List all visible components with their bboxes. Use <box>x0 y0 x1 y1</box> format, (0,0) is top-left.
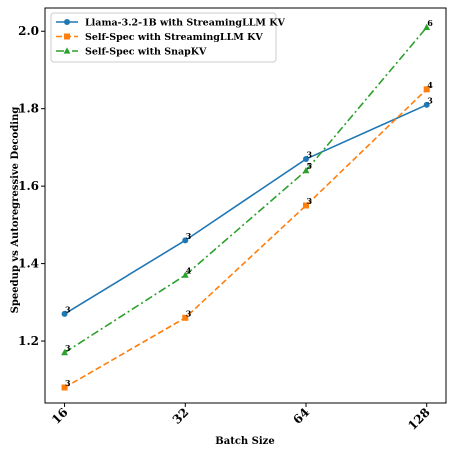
y-tick-label: 1.8 <box>18 102 39 116</box>
data-point-llama-3-2-1b-with-streamingllm-kv <box>302 156 309 163</box>
legend-marker-llama-3-2-1b-with-streamingllm-kv <box>64 19 70 25</box>
legend-marker-self-spec-with-streamingllm-kv <box>64 33 70 40</box>
data-point-self-spec-with-streamingllm-kv <box>423 86 430 93</box>
data-label-self-spec-with-snapkv: 5 <box>306 161 312 171</box>
series-line-self-spec-with-snapkv <box>64 26 428 354</box>
data-point-self-spec-with-streamingllm-kv <box>182 314 189 321</box>
legend-box <box>50 12 277 63</box>
data-label-llama-3-2-1b-with-streamingllm-kv: 3 <box>65 304 71 314</box>
series-line-self-spec-with-streamingllm-kv <box>64 88 428 389</box>
data-point-self-spec-with-streamingllm-kv <box>61 384 68 391</box>
x-tick-label: 16 <box>49 405 71 427</box>
legend-label-self-spec-with-snapkv: Self-Spec with SnapKV <box>85 47 207 58</box>
legend-label-self-spec-with-streamingllm-kv: Self-Spec with StreamingLLM KV <box>85 32 263 43</box>
data-label-llama-3-2-1b-with-streamingllm-kv: 3 <box>306 150 312 160</box>
data-point-self-spec-with-snapkv <box>61 349 68 356</box>
data-point-self-spec-with-snapkv <box>302 167 310 174</box>
x-tick-label: 32 <box>170 405 192 427</box>
data-point-self-spec-with-snapkv <box>423 23 431 30</box>
data-point-self-spec-with-snapkv <box>181 271 189 278</box>
data-point-self-spec-with-streamingllm-kv <box>302 202 309 209</box>
data-label-self-spec-with-streamingllm-kv: 4 <box>427 80 433 90</box>
legend-label-llama-3-2-1b-with-streamingllm-kv: Llama-3.2-1B with StreamingLLM KV <box>85 18 286 29</box>
y-axis-title: Speedup vs Autoregressive Decoding <box>10 107 21 314</box>
data-point-llama-3-2-1b-with-streamingllm-kv <box>61 310 68 317</box>
data-label-self-spec-with-streamingllm-kv: 3 <box>306 196 312 206</box>
data-label-self-spec-with-streamingllm-kv: 3 <box>186 308 192 318</box>
data-point-llama-3-2-1b-with-streamingllm-kv <box>182 237 189 244</box>
x-tick-label: 128 <box>405 405 433 433</box>
x-axis-title: Batch Size <box>215 436 274 447</box>
y-tick-label: 1.2 <box>18 334 39 348</box>
y-tick-label: 2.0 <box>18 24 39 38</box>
data-label-self-spec-with-snapkv: 4 <box>186 266 192 276</box>
x-tick-label: 64 <box>290 405 312 427</box>
data-label-self-spec-with-snapkv: 3 <box>65 343 71 353</box>
data-label-self-spec-with-snapkv: 6 <box>427 18 433 28</box>
y-tick-label: 1.6 <box>18 179 39 193</box>
y-tick-label: 1.4 <box>18 257 39 271</box>
data-label-self-spec-with-streamingllm-kv: 3 <box>65 378 71 388</box>
data-point-llama-3-2-1b-with-streamingllm-kv <box>423 101 430 108</box>
data-label-llama-3-2-1b-with-streamingllm-kv: 3 <box>427 95 433 105</box>
data-label-llama-3-2-1b-with-streamingllm-kv: 3 <box>186 231 192 241</box>
legend-marker-self-spec-with-snapkv <box>63 47 71 54</box>
plot-frame <box>44 7 447 404</box>
series-line-llama-3-2-1b-with-streamingllm-kv <box>64 104 428 315</box>
